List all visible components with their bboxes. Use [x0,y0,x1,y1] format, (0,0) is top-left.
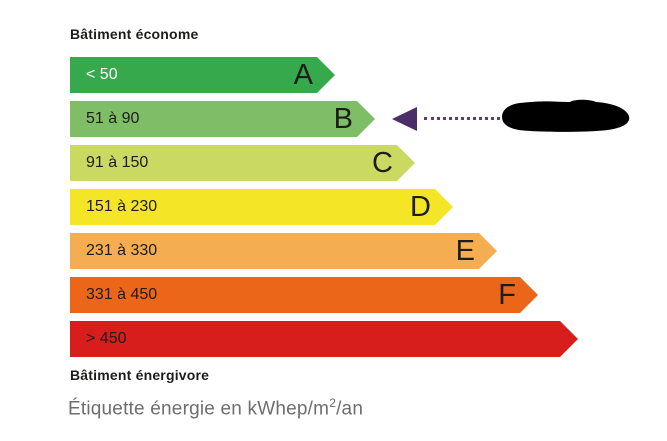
energy-range-label: < 50 [86,66,118,83]
energy-class-letter: C [372,147,393,179]
energy-class-bar-f: 331 à 450 F [70,277,538,313]
energy-class-bar-b: 51 à 90 B [70,101,375,137]
energy-range-label: > 450 [86,330,127,347]
energy-class-letter: E [455,235,475,267]
chart-caption: Étiquette énergie en kWhep/m2/an [68,396,363,420]
arrow-left-icon [392,107,417,131]
energy-range-label: 331 à 450 [86,286,158,303]
caption-prefix: Étiquette énergie en kWhep/m [68,398,330,420]
scale-bottom-label: Bâtiment énergivore [70,367,210,383]
energy-class-bar-g: > 450 [70,321,578,357]
energy-class-bar-a: < 50 A [70,57,335,93]
energy-range-label: 151 à 230 [86,198,158,215]
energy-class-letter: D [410,191,431,223]
scale-top-label: Bâtiment économe [70,26,199,42]
energy-class-letter: F [498,279,516,311]
caption-suffix: /an [336,398,364,420]
energy-class-letter: B [333,103,353,135]
caption-superscript: 2 [329,396,337,410]
energy-range-label: 51 à 90 [86,110,140,127]
energy-class-bar-e: 231 à 330 E [70,233,497,269]
energy-class-bars: < 50 A 51 à 90 B 91 à 150 C 151 à 230 D … [70,57,578,357]
energy-range-label: 91 à 150 [86,154,149,171]
energy-class-bar-d: 151 à 230 D [70,189,453,225]
dotted-connector-line [424,117,500,120]
energy-range-label: 231 à 330 [86,242,158,259]
redacted-value-blob [502,99,630,132]
energy-class-bar-c: 91 à 150 C [70,145,415,181]
energy-class-letter: A [293,59,313,91]
